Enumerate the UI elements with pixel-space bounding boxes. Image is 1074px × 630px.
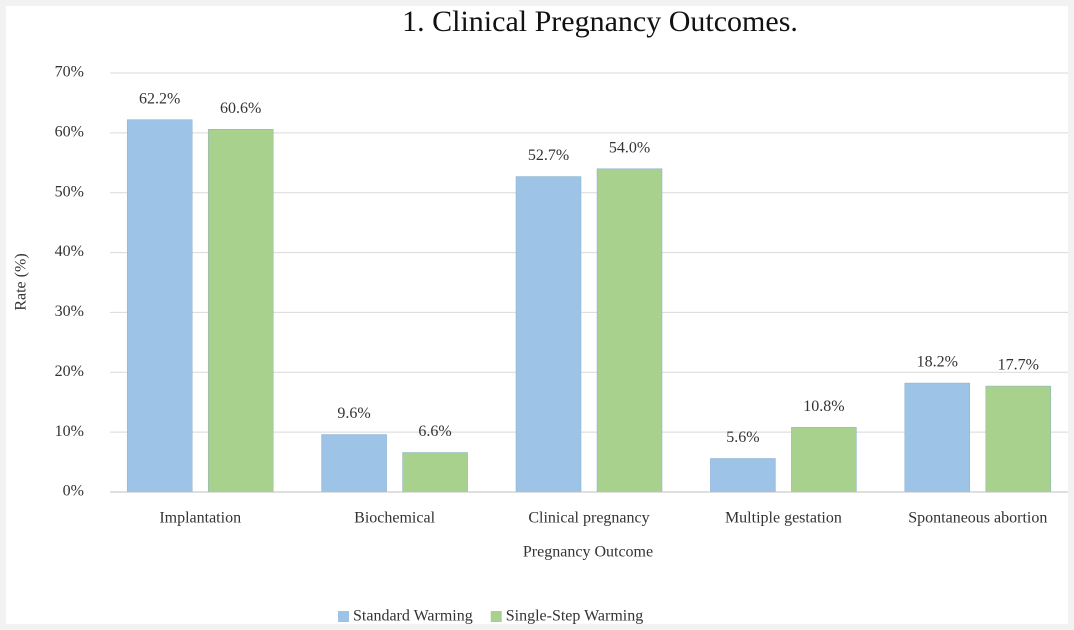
chart-title: 1. Clinical Pregnancy Outcomes. bbox=[402, 5, 798, 38]
legend-label: Standard Warming bbox=[353, 608, 473, 625]
value-label: 62.2% bbox=[139, 90, 180, 107]
value-label: 9.6% bbox=[337, 405, 370, 422]
bar bbox=[791, 427, 857, 493]
value-label: 52.7% bbox=[528, 147, 569, 164]
legend-swatch bbox=[490, 611, 502, 622]
y-tick-label: 30% bbox=[55, 303, 84, 320]
y-tick-label: 50% bbox=[55, 183, 84, 200]
bar bbox=[207, 129, 274, 493]
bar bbox=[985, 385, 1052, 493]
bar bbox=[710, 458, 776, 493]
x-tick-label: Clinical pregnancy bbox=[528, 510, 649, 527]
value-label: 60.6% bbox=[220, 100, 261, 117]
value-label: 54.0% bbox=[609, 139, 650, 156]
y-tick-label: 10% bbox=[55, 423, 84, 440]
y-tick-label: 0% bbox=[63, 483, 84, 500]
bar bbox=[904, 382, 971, 493]
x-tick-label: Biochemical bbox=[354, 510, 435, 527]
legend-swatch bbox=[338, 611, 349, 622]
x-tick-label: Spontaneous abortion bbox=[908, 510, 1047, 527]
value-label: 5.6% bbox=[726, 429, 759, 446]
value-label: 17.7% bbox=[998, 357, 1039, 374]
x-tick-label: Implantation bbox=[159, 510, 241, 527]
y-tick-label: 60% bbox=[55, 124, 84, 141]
value-label: 6.6% bbox=[418, 423, 451, 440]
y-axis-label: Rate (%) bbox=[13, 253, 30, 310]
value-label: 10.8% bbox=[803, 398, 844, 415]
bar bbox=[321, 434, 387, 493]
bar bbox=[596, 168, 663, 493]
bar bbox=[402, 452, 468, 493]
legend-label: Single-Step Warming bbox=[506, 608, 644, 625]
x-tick-label: Multiple gestation bbox=[725, 510, 842, 527]
value-label: 18.2% bbox=[917, 354, 958, 371]
x-axis-label: Pregnancy Outcome bbox=[523, 544, 653, 561]
y-tick-label: 20% bbox=[55, 363, 84, 380]
bar bbox=[126, 119, 193, 493]
bar bbox=[515, 176, 582, 493]
y-tick-label: 40% bbox=[55, 243, 84, 260]
y-tick-label: 70% bbox=[55, 64, 84, 81]
